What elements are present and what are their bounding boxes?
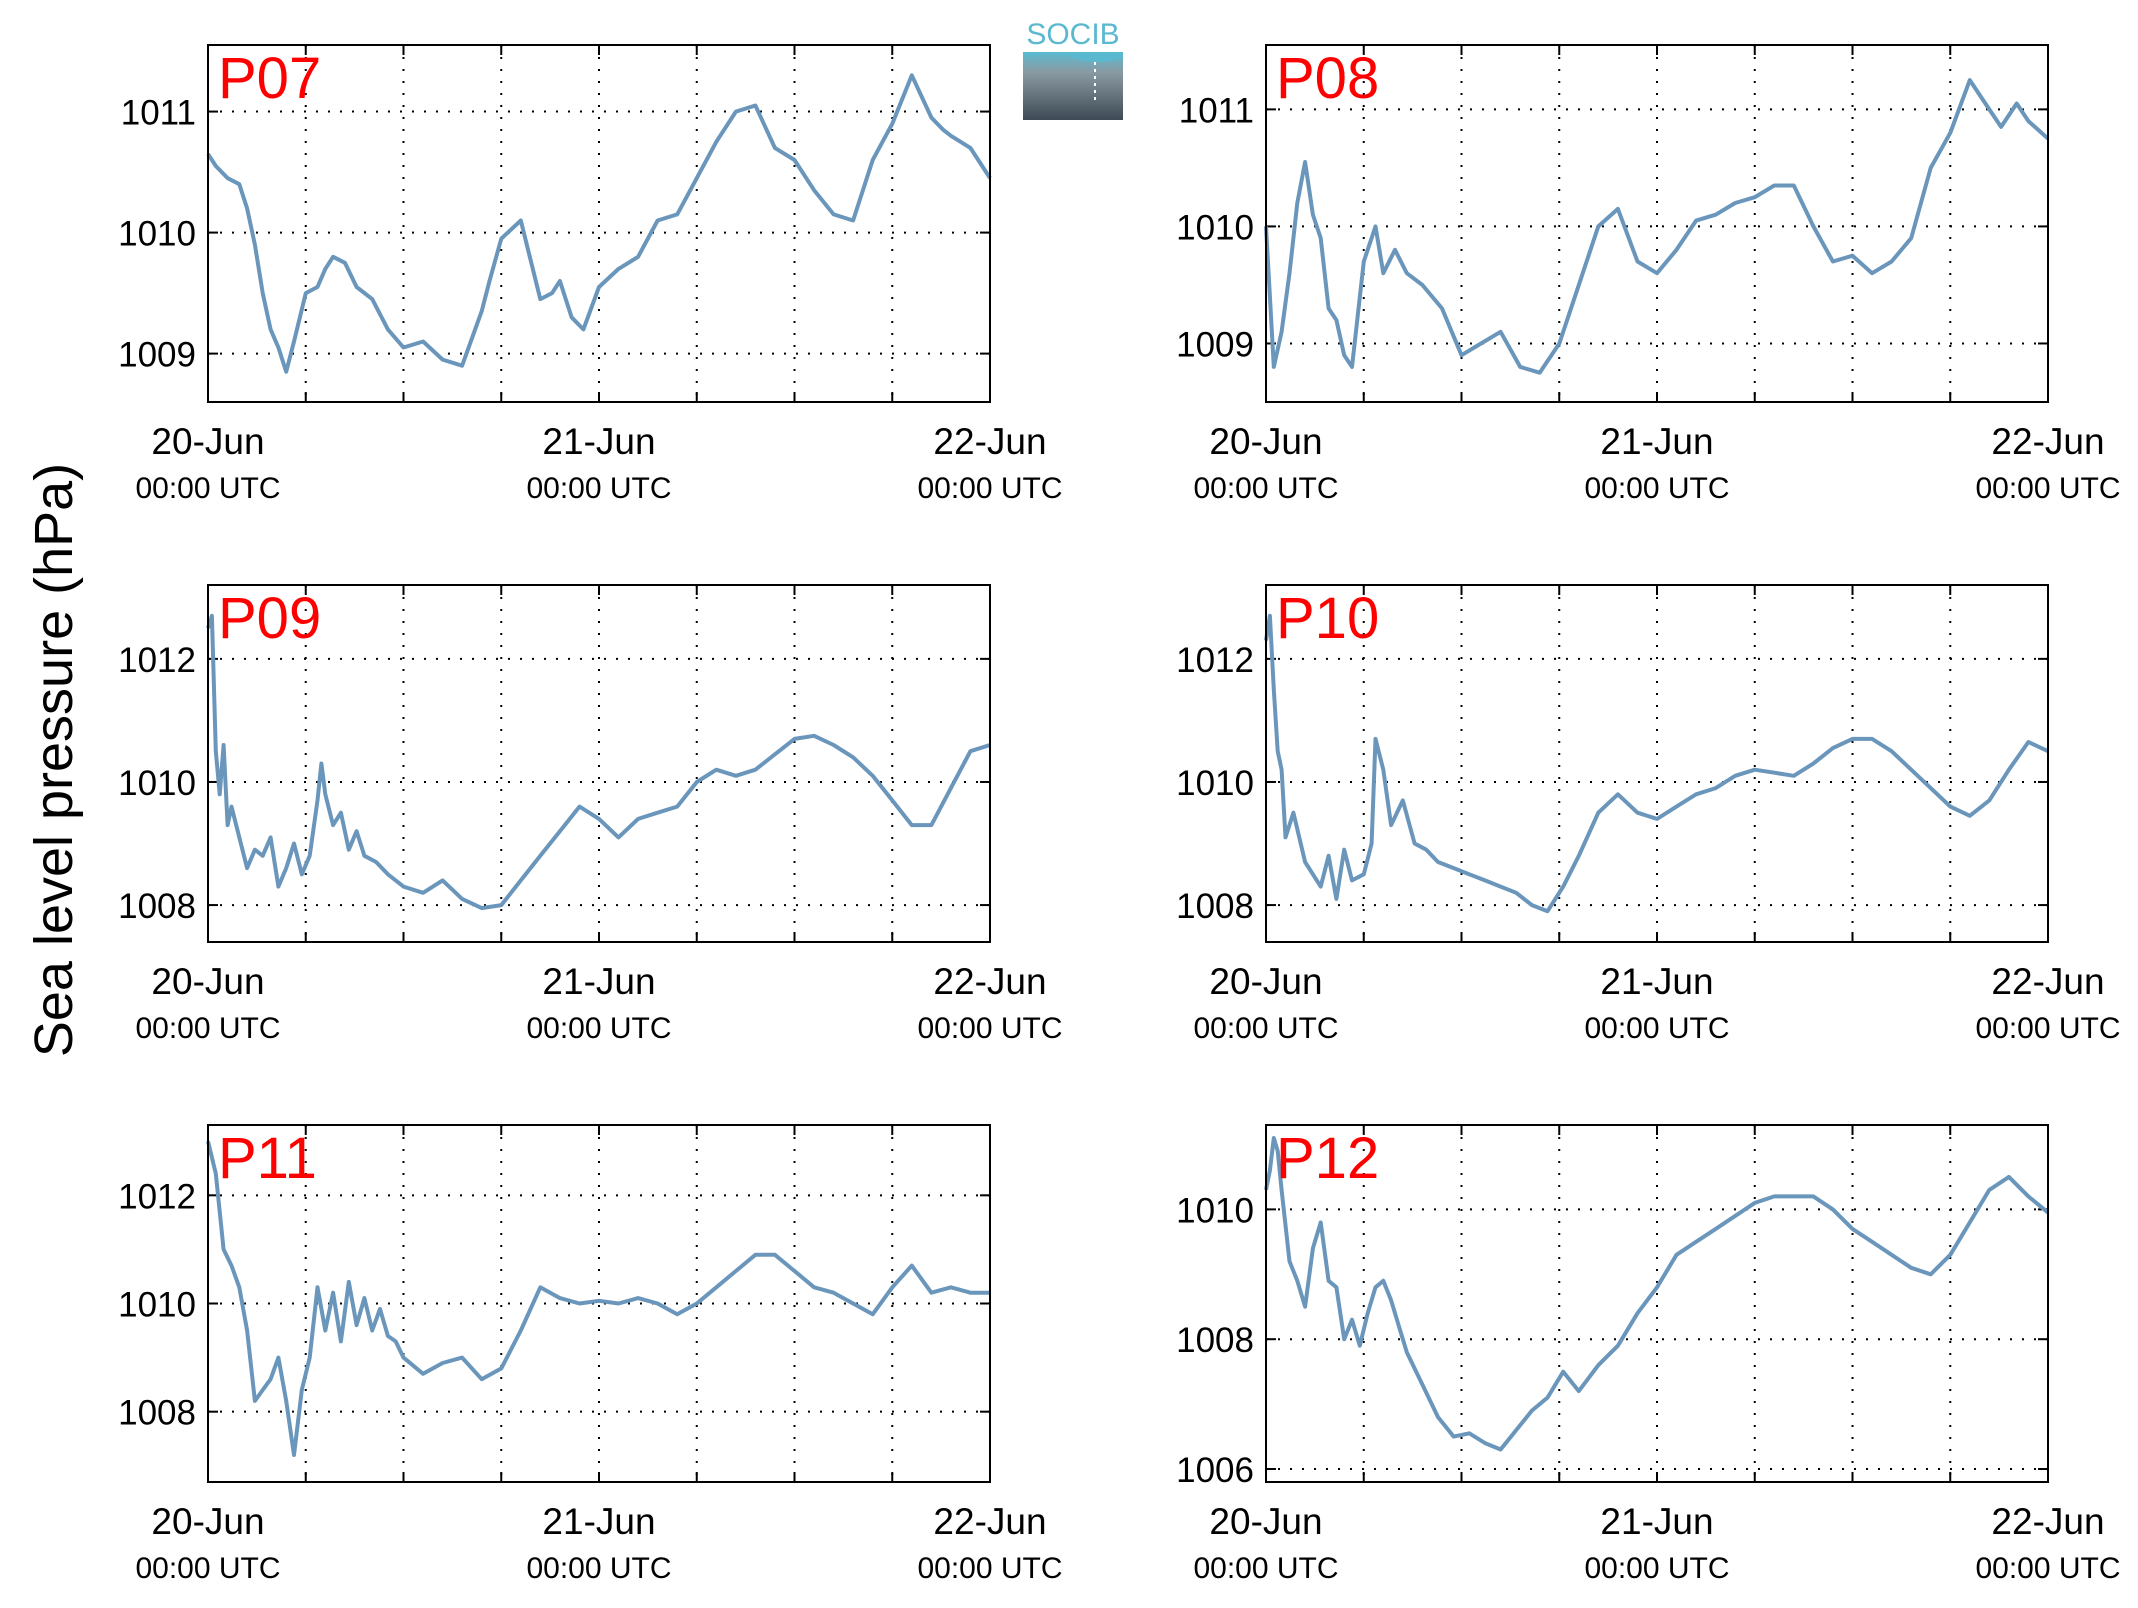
y-tick-label: 1012 bbox=[118, 1177, 196, 1216]
series-line bbox=[206, 1140, 990, 1457]
axes-frame bbox=[1265, 44, 2049, 403]
panel-p07: 1009 1010 1011 20-Jun 00:00 UTC 21-Jun 00:00 U… bbox=[118, 44, 1063, 505]
x-tick-label: 21-Jun bbox=[1600, 421, 1713, 462]
x-tick-label: 20-Jun bbox=[1209, 1501, 1322, 1542]
x-tick-sublabel: 00:00 UTC bbox=[1584, 1012, 1729, 1045]
x-tick-label: 22-Jun bbox=[1991, 1501, 2104, 1542]
axes-frame bbox=[1265, 584, 2049, 943]
x-tick-label: 22-Jun bbox=[933, 421, 1046, 462]
panel-label: P11 bbox=[218, 1126, 317, 1191]
x-tick-sublabel: 00:00 UTC bbox=[1584, 1552, 1729, 1585]
x-tick-sublabel: 00:00 UTC bbox=[1975, 1012, 2120, 1045]
axes-frame bbox=[207, 584, 991, 943]
x-tick-label: 20-Jun bbox=[151, 1501, 264, 1542]
x-tick-label: 20-Jun bbox=[151, 961, 264, 1002]
x-tick-label: 22-Jun bbox=[933, 961, 1046, 1002]
x-tick-label: 21-Jun bbox=[542, 1501, 655, 1542]
y-tick-label: 1006 bbox=[1176, 1451, 1254, 1490]
x-tick-label: 21-Jun bbox=[1600, 1501, 1713, 1542]
panel-p09: 1008 1010 1012 20-Jun 00:00 UTC 21-Jun 00:00 U… bbox=[118, 584, 1063, 1045]
x-tick-label: 20-Jun bbox=[1209, 421, 1322, 462]
y-tick-label: 1010 bbox=[118, 764, 196, 803]
x-tick-label: 21-Jun bbox=[542, 961, 655, 1002]
x-tick-label: 20-Jun bbox=[1209, 961, 1322, 1002]
series-line bbox=[1264, 1136, 2050, 1452]
x-tick-sublabel: 00:00 UTC bbox=[1193, 472, 1338, 505]
x-tick-sublabel: 00:00 UTC bbox=[1193, 1012, 1338, 1045]
x-tick-sublabel: 00:00 UTC bbox=[135, 1012, 280, 1045]
y-tick-label: 1008 bbox=[118, 887, 196, 926]
y-tick-label: 1012 bbox=[118, 641, 196, 680]
panel-label: P12 bbox=[1276, 1126, 1379, 1191]
x-tick-sublabel: 00:00 UTC bbox=[135, 472, 280, 505]
y-tick-label: 1010 bbox=[1176, 208, 1254, 247]
y-axis-label: Sea level pressure (hPa) bbox=[24, 463, 84, 1057]
y-tick-label: 1009 bbox=[118, 336, 196, 375]
x-tick-label: 22-Jun bbox=[1991, 421, 2104, 462]
x-tick-sublabel: 00:00 UTC bbox=[1975, 1552, 2120, 1585]
x-tick-sublabel: 00:00 UTC bbox=[1193, 1552, 1338, 1585]
x-tick-label: 20-Jun bbox=[151, 421, 264, 462]
x-tick-label: 22-Jun bbox=[1991, 961, 2104, 1002]
y-tick-label: 1010 bbox=[118, 215, 196, 254]
panel-label: P07 bbox=[218, 46, 321, 111]
y-tick-label: 1011 bbox=[121, 94, 196, 133]
panel-p10: 1008 1010 1012 20-Jun 00:00 UTC 21-Jun 00:00 U… bbox=[1176, 584, 2121, 1045]
x-tick-label: 21-Jun bbox=[1600, 961, 1713, 1002]
x-tick-sublabel: 00:00 UTC bbox=[917, 1012, 1062, 1045]
x-tick-sublabel: 00:00 UTC bbox=[526, 472, 671, 505]
panel-p12: 1006 1008 1010 20-Jun 00:00 UTC 21-Jun 00:00 U… bbox=[1176, 1124, 2121, 1585]
series-line bbox=[206, 73, 992, 374]
axes-frame bbox=[207, 44, 991, 403]
x-tick-sublabel: 00:00 UTC bbox=[135, 1552, 280, 1585]
panel-label: P08 bbox=[1276, 46, 1379, 111]
x-tick-sublabel: 00:00 UTC bbox=[1584, 472, 1729, 505]
x-tick-sublabel: 00:00 UTC bbox=[917, 472, 1062, 505]
logo-badge bbox=[1023, 52, 1123, 120]
y-tick-label: 1010 bbox=[1176, 1191, 1254, 1230]
x-tick-label: 22-Jun bbox=[933, 1501, 1046, 1542]
y-tick-label: 1009 bbox=[1176, 325, 1254, 364]
socib-logo: SOCIB bbox=[1023, 18, 1123, 120]
x-tick-label: 21-Jun bbox=[542, 421, 655, 462]
logo-wave bbox=[1023, 52, 1123, 62]
series-line bbox=[206, 613, 991, 911]
panel-p08: 1009 1010 1011 20-Jun 00:00 UTC 21-Jun 00:00 U… bbox=[1176, 44, 2121, 505]
y-tick-label: 1008 bbox=[1176, 1321, 1254, 1360]
y-tick-label: 1008 bbox=[1176, 887, 1254, 926]
y-tick-label: 1012 bbox=[1176, 641, 1254, 680]
logo-text: SOCIB bbox=[1026, 18, 1119, 51]
y-tick-label: 1011 bbox=[1179, 91, 1254, 130]
x-tick-sublabel: 00:00 UTC bbox=[1975, 472, 2120, 505]
y-tick-label: 1008 bbox=[118, 1394, 196, 1433]
x-tick-sublabel: 00:00 UTC bbox=[917, 1552, 1062, 1585]
axes-frame bbox=[207, 1124, 991, 1483]
x-tick-sublabel: 00:00 UTC bbox=[526, 1552, 671, 1585]
y-tick-label: 1010 bbox=[1176, 764, 1254, 803]
panel-label: P10 bbox=[1276, 586, 1379, 651]
y-tick-label: 1010 bbox=[118, 1286, 196, 1325]
series-line bbox=[1264, 613, 2049, 914]
panel-p11: 1008 1010 1012 20-Jun 00:00 UTC 21-Jun 00:00 U… bbox=[118, 1124, 1063, 1585]
x-tick-sublabel: 00:00 UTC bbox=[526, 1012, 671, 1045]
series-line bbox=[1264, 78, 2050, 375]
panel-label: P09 bbox=[218, 586, 321, 651]
axes-frame bbox=[1265, 1124, 2049, 1483]
